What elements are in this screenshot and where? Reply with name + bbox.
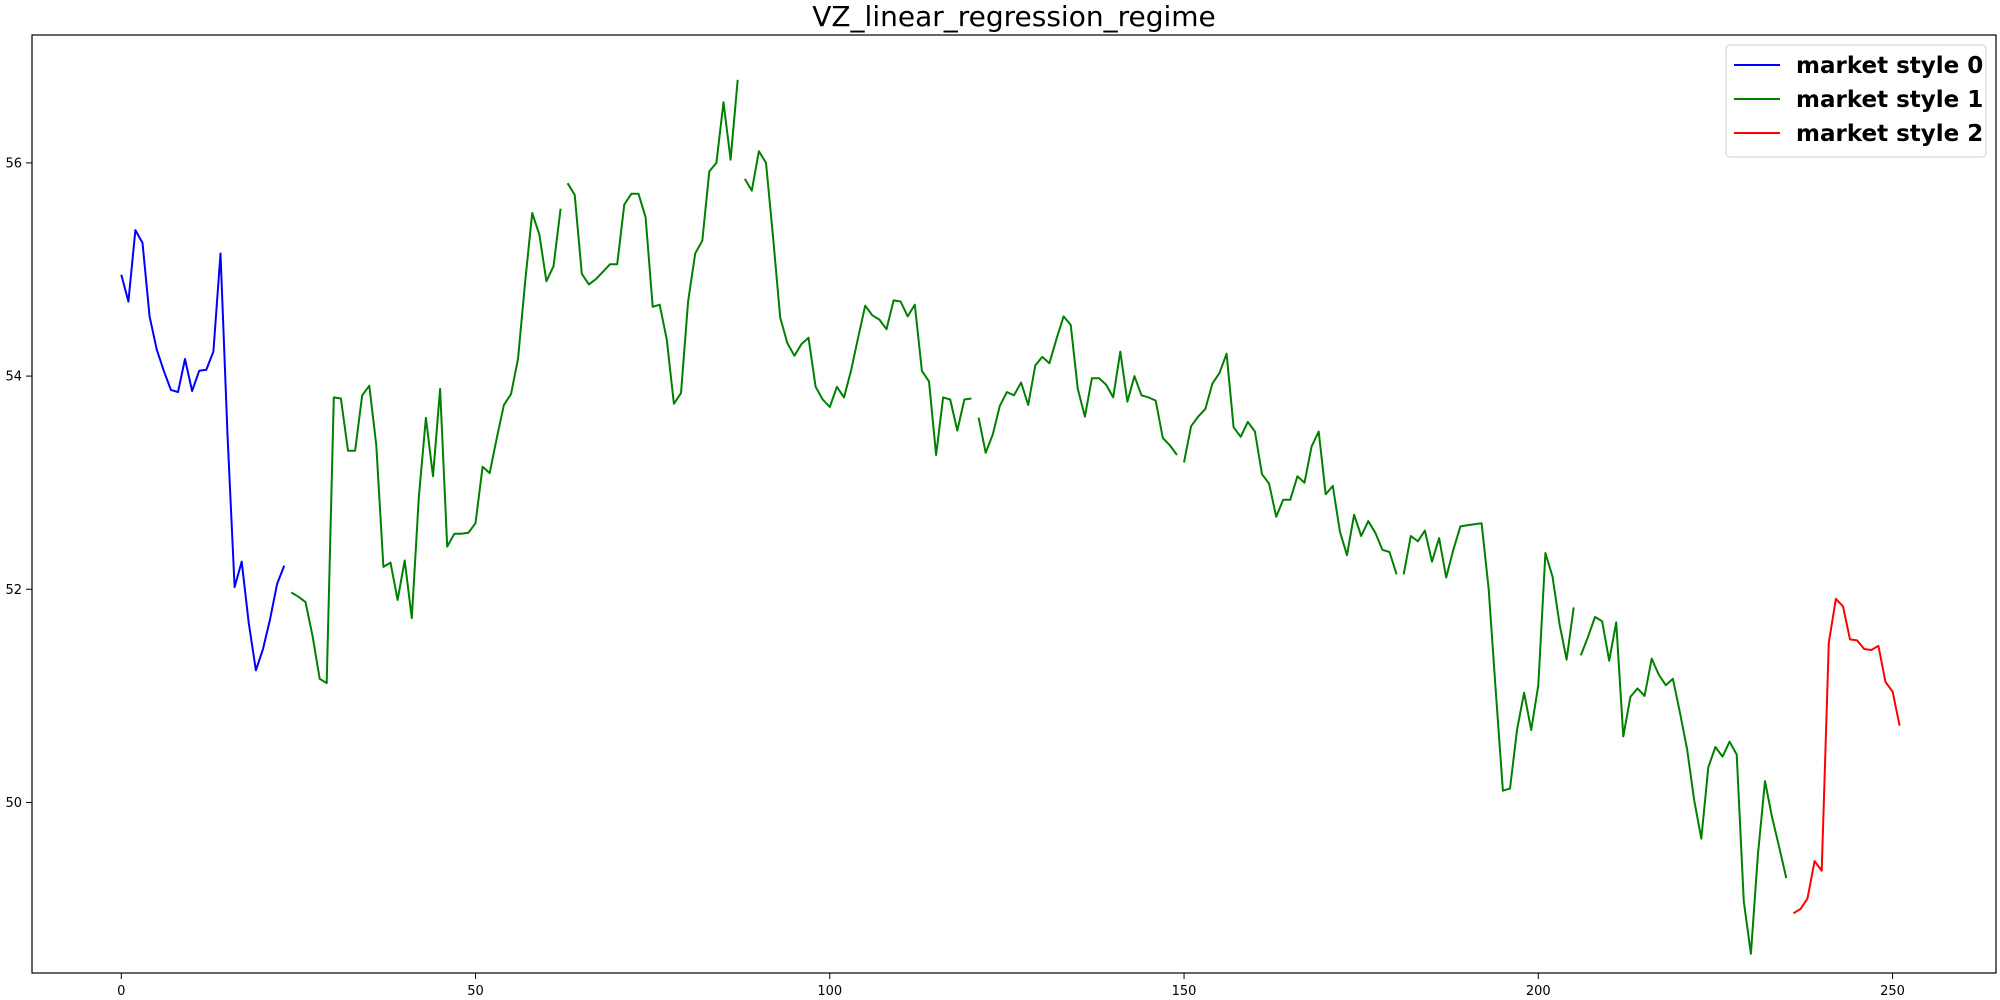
x-axis: 0 50 100 150 200 250 <box>117 973 1905 999</box>
x-tick-label: 50 <box>467 984 484 999</box>
legend-label: market style 1 <box>1796 87 1983 113</box>
series-line-1 <box>290 208 562 685</box>
y-axis: 50 52 54 56 <box>5 156 32 811</box>
series-line-2 <box>1792 597 1901 915</box>
legend-box <box>1725 44 1987 158</box>
series-line-1 <box>566 79 739 405</box>
series-line-1 <box>1579 616 1788 955</box>
y-tick-label: 50 <box>5 796 22 811</box>
plot-area <box>120 79 1901 955</box>
legend-label: market style 0 <box>1796 53 1983 79</box>
x-tick-label: 100 <box>817 984 842 999</box>
x-tick-label: 200 <box>1526 984 1551 999</box>
series-line-1 <box>977 315 1178 456</box>
y-tick-label: 52 <box>5 583 22 598</box>
y-tick-label: 54 <box>5 370 22 385</box>
legend-label: market style 2 <box>1796 121 1983 147</box>
series-line-1 <box>1183 352 1398 575</box>
x-tick-label: 250 <box>1880 984 1905 999</box>
chart-title: VZ_linear_regression_regime <box>812 0 1216 33</box>
series-line-1 <box>1402 522 1575 792</box>
series-line-1 <box>743 150 972 456</box>
y-tick-label: 56 <box>5 156 22 171</box>
x-tick-label: 150 <box>1172 984 1197 999</box>
legend: market style 0 market style 1 market style… <box>1725 44 1987 158</box>
axes-frame <box>31 34 1997 974</box>
series-line-0 <box>120 229 286 672</box>
x-tick-label: 0 <box>117 984 125 999</box>
